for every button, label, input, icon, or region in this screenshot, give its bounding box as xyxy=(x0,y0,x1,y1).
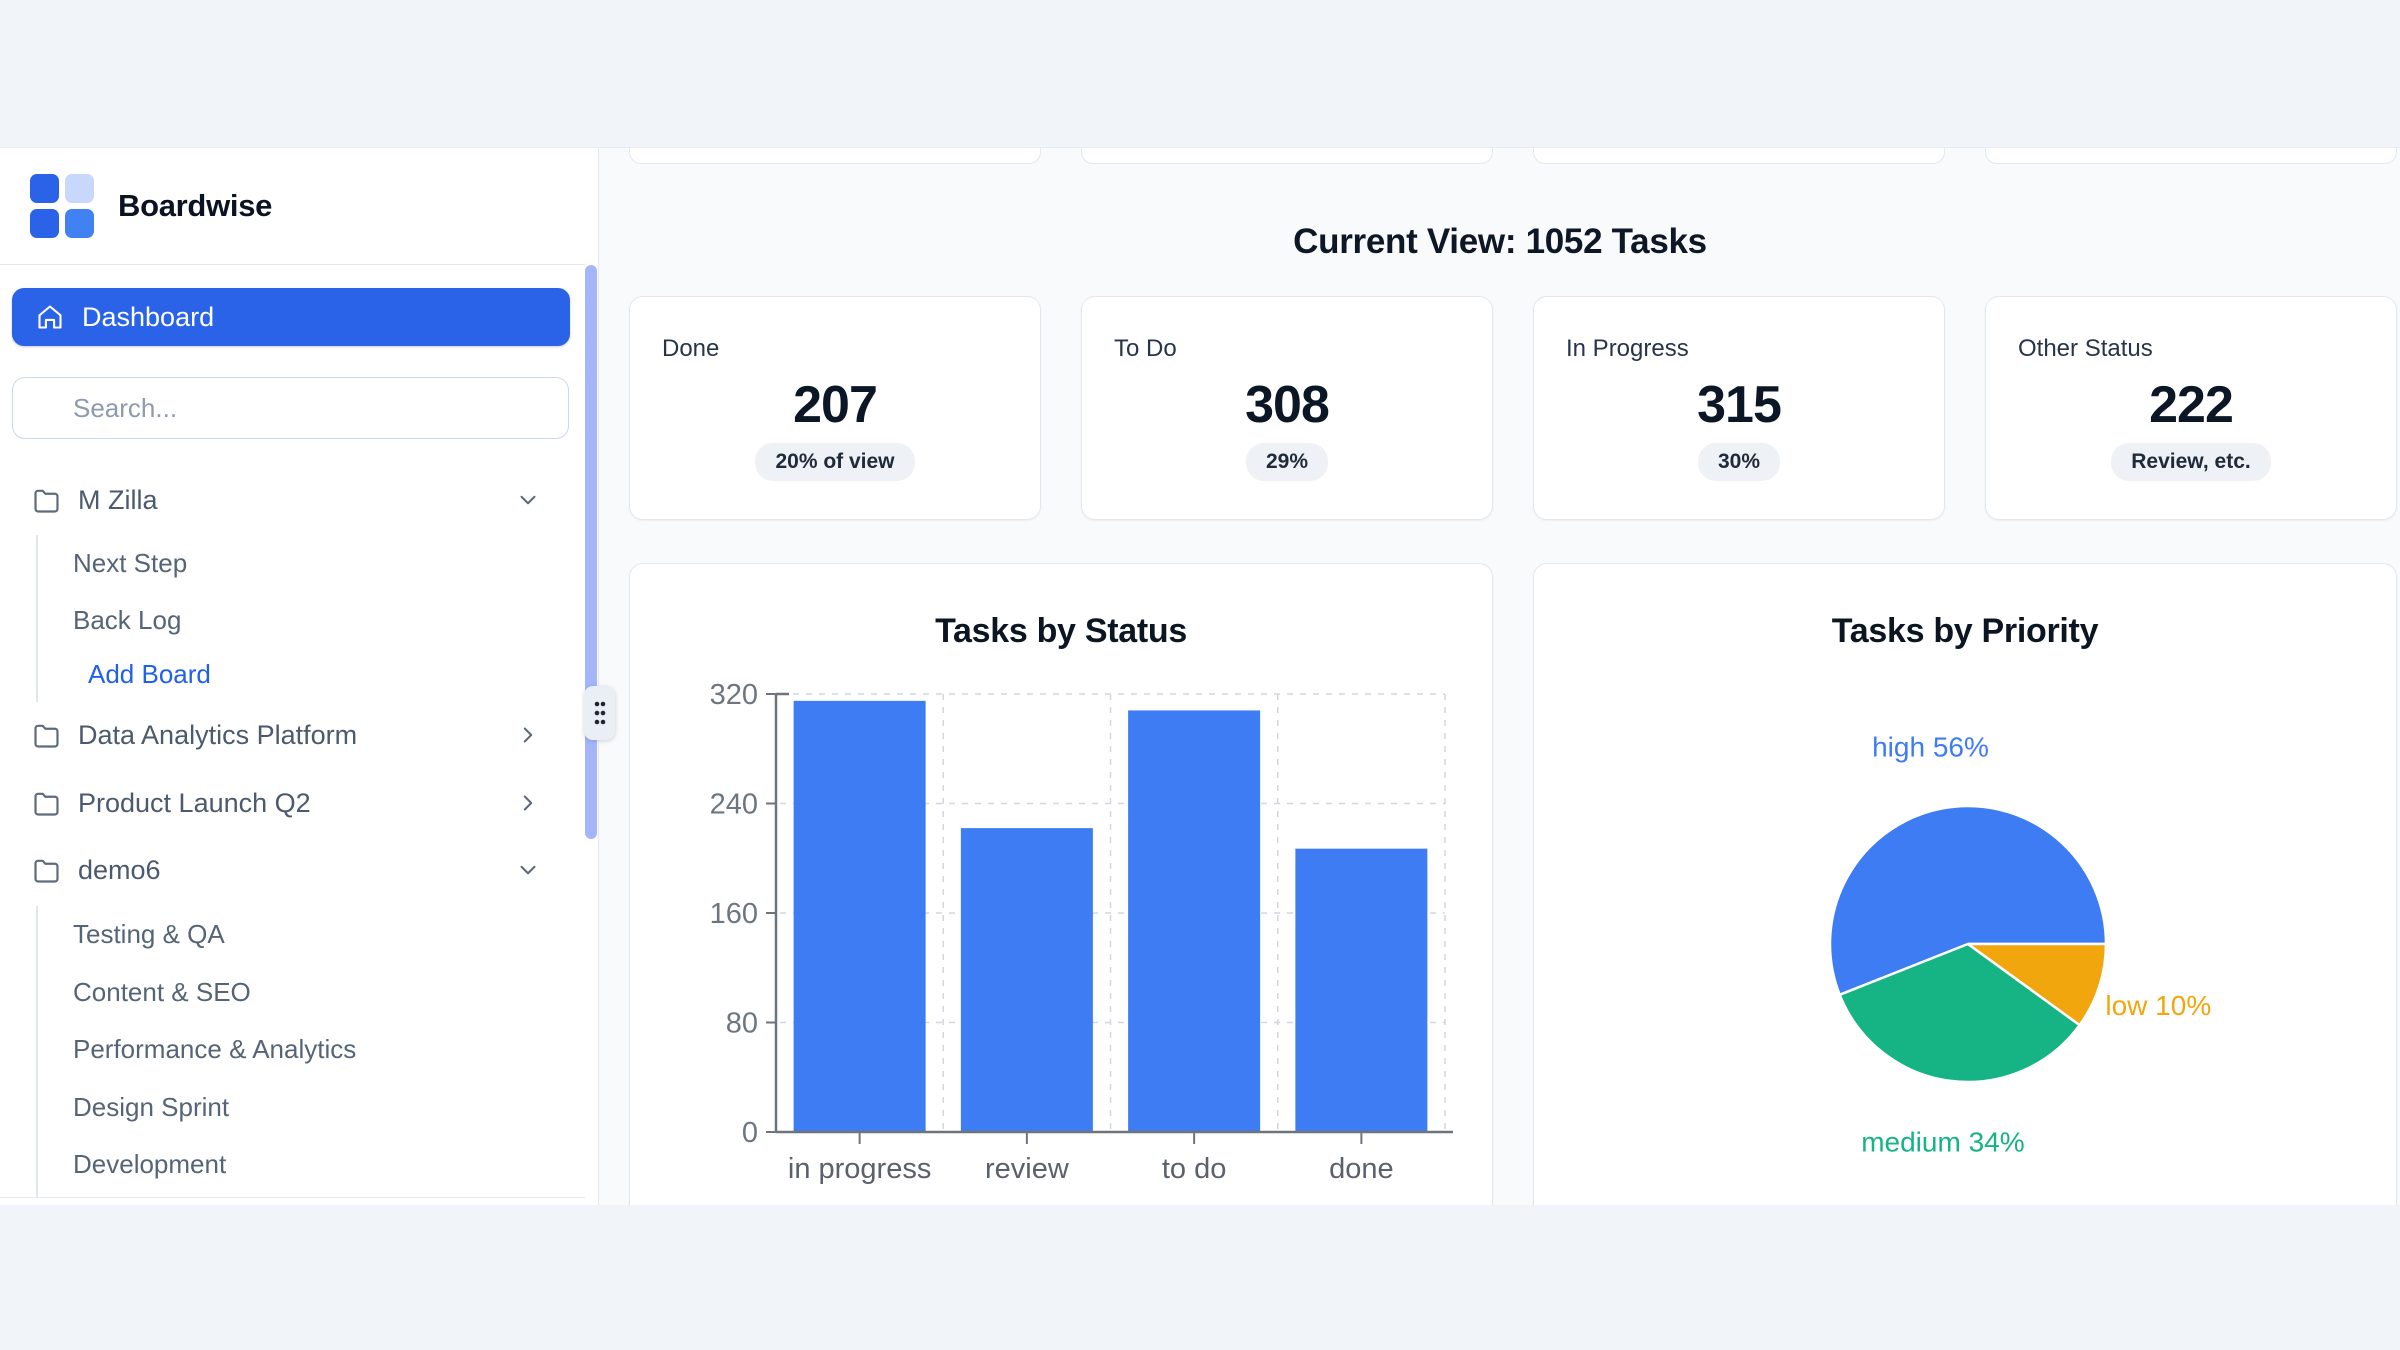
svg-text:80: 80 xyxy=(726,1008,758,1040)
sidebar-board-content-seo[interactable]: Content & SEO xyxy=(0,970,585,1014)
sidebar-bottom-divider xyxy=(0,1197,585,1198)
svg-text:high 56%: high 56% xyxy=(1872,731,1989,762)
svg-text:low 10%: low 10% xyxy=(2105,990,2211,1021)
sidebar-board-back-log[interactable]: Back Log xyxy=(0,598,585,642)
top-margin-band xyxy=(0,0,2400,148)
sidebar-board-design-sprint[interactable]: Design Sprint xyxy=(0,1085,585,1129)
stat-card-done: Done 207 20% of view xyxy=(629,296,1041,520)
svg-text:160: 160 xyxy=(710,898,758,930)
stat-value: 207 xyxy=(793,376,878,434)
bar-chart: 0 80 160 240 320 in progress review to do done xyxy=(710,679,1453,1185)
folder-icon xyxy=(31,720,62,751)
dashboard-button[interactable]: Dashboard xyxy=(12,288,570,346)
board-label: Testing & QA xyxy=(73,918,225,949)
clipped-card xyxy=(1985,148,2397,164)
tasks-by-status-card: Tasks by Status 0 80 160 240 320 in progress r… xyxy=(629,563,1493,1205)
sidebar-header: Boardwise xyxy=(0,148,585,265)
project-label: Product Launch Q2 xyxy=(78,787,311,818)
sidebar-project-m-zilla[interactable]: M Zilla xyxy=(0,478,585,522)
bar-chart-title: Tasks by Status xyxy=(935,612,1187,650)
search-box xyxy=(12,377,569,439)
search-input[interactable] xyxy=(12,377,569,439)
chevron-right-icon[interactable] xyxy=(515,790,541,816)
sidebar-project-demo6[interactable]: demo6 xyxy=(0,848,585,892)
pie-chart: high 56% medium 34% low 10% xyxy=(1828,731,2211,1158)
main-content: Current View: 1052 Tasks Done 207 20% of… xyxy=(600,148,2400,1205)
add-board-label: Add Board xyxy=(88,658,211,689)
stat-label: Done xyxy=(662,335,720,362)
chevron-down-icon[interactable] xyxy=(515,487,541,513)
board-label: Development xyxy=(73,1148,227,1179)
project-label: Data Analytics Platform xyxy=(78,719,358,750)
board-label: Back Log xyxy=(73,604,182,635)
stat-badge: 30% xyxy=(1697,443,1781,481)
sidebar-board-development[interactable]: Development xyxy=(0,1142,585,1186)
sidebar: Boardwise Dashboard M Zilla xyxy=(0,148,599,1205)
stat-badge: 20% of view xyxy=(755,443,915,481)
pie-chart-title: Tasks by Priority xyxy=(1831,612,2099,650)
stat-label: To Do xyxy=(1114,335,1177,362)
project-label: M Zilla xyxy=(78,484,158,515)
sidebar-scrollbar[interactable] xyxy=(585,265,597,839)
svg-text:review: review xyxy=(985,1153,1070,1185)
svg-text:240: 240 xyxy=(710,789,758,821)
add-board-button[interactable]: Add Board xyxy=(0,652,585,696)
tasks-by-priority-card: Tasks by Priority high 56% medium 34% low … xyxy=(1533,563,2397,1205)
home-icon xyxy=(36,303,64,331)
sidebar-board-next-step[interactable]: Next Step xyxy=(0,541,585,585)
stat-badge: Review, etc. xyxy=(2111,443,2271,481)
app-window: Boardwise Dashboard M Zilla xyxy=(0,148,2400,1205)
view-heading: Current View: 1052 Tasks xyxy=(1293,222,1707,261)
sidebar-project-data-analytics-platform[interactable]: Data Analytics Platform xyxy=(0,713,585,757)
folder-icon xyxy=(31,788,62,819)
board-label: Next Step xyxy=(73,547,188,578)
clipped-card xyxy=(1081,148,1493,164)
brand-name: Boardwise xyxy=(118,188,273,223)
stat-label: In Progress xyxy=(1566,335,1689,362)
svg-text:to do: to do xyxy=(1162,1153,1227,1185)
chevron-right-icon[interactable] xyxy=(515,722,541,748)
folder-icon xyxy=(31,855,62,886)
board-label: Design Sprint xyxy=(73,1091,230,1122)
drag-dots-icon xyxy=(594,701,605,725)
stat-card-in-progress: In Progress 315 30% xyxy=(1533,296,1945,520)
indent-line xyxy=(36,906,38,1197)
project-label: demo6 xyxy=(78,854,161,885)
svg-text:0: 0 xyxy=(742,1117,758,1149)
sidebar-project-product-launch-q2[interactable]: Product Launch Q2 xyxy=(0,781,585,825)
clipped-card xyxy=(629,148,1041,164)
dashboard-label: Dashboard xyxy=(82,301,215,332)
sidebar-board-testing-qa[interactable]: Testing & QA xyxy=(0,912,585,956)
stat-value: 315 xyxy=(1697,376,1782,434)
chevron-down-icon[interactable] xyxy=(515,857,541,883)
sidebar-resize-handle[interactable] xyxy=(584,686,615,740)
boardwise-logo-icon xyxy=(30,174,94,238)
svg-text:in progress: in progress xyxy=(788,1153,931,1185)
clipped-card xyxy=(1533,148,1945,164)
stat-value: 222 xyxy=(2149,376,2234,434)
indent-line xyxy=(36,535,38,702)
stat-card-other-status: Other Status 222 Review, etc. xyxy=(1985,296,2397,520)
stat-label: Other Status xyxy=(2018,335,2153,362)
svg-text:320: 320 xyxy=(710,679,758,711)
svg-text:done: done xyxy=(1329,1153,1394,1185)
svg-text:medium 34%: medium 34% xyxy=(1861,1127,2024,1158)
board-label: Content & SEO xyxy=(73,976,251,1007)
stat-badge: 29% xyxy=(1245,443,1329,481)
sidebar-board-performance-analytics[interactable]: Performance & Analytics xyxy=(0,1027,585,1071)
board-label: Performance & Analytics xyxy=(73,1033,357,1064)
stat-card-to-do: To Do 308 29% xyxy=(1081,296,1493,520)
stat-value: 308 xyxy=(1245,376,1330,434)
folder-icon xyxy=(31,485,62,516)
